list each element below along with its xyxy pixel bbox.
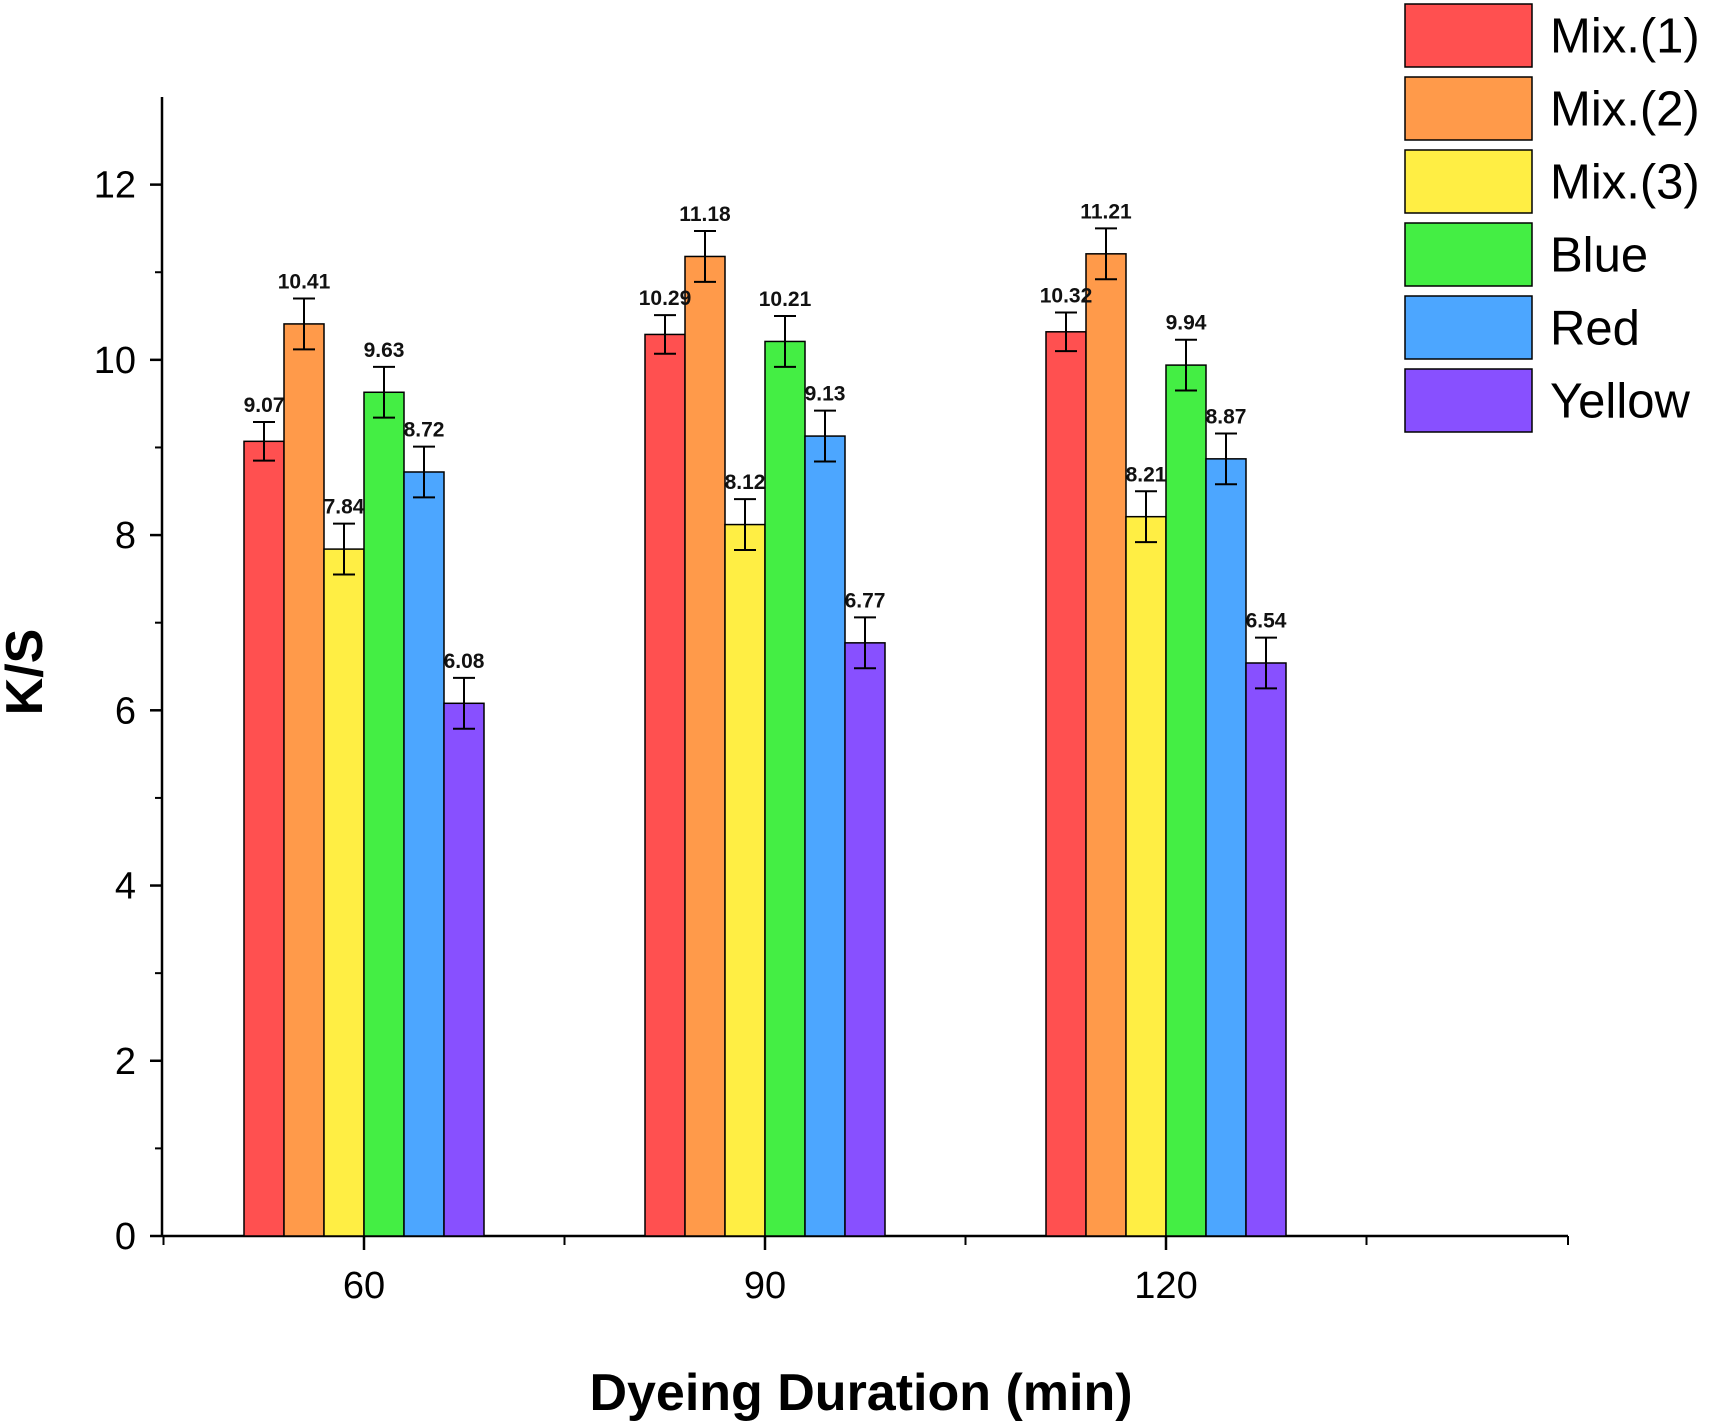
data-label: 10.21: [759, 288, 812, 311]
y-tick-label: 0: [115, 1216, 136, 1258]
bar: [1165, 364, 1207, 1237]
bar: [804, 435, 846, 1237]
data-label: 9.13: [805, 383, 846, 406]
legend-label: Yellow: [1550, 375, 1690, 429]
data-label: 8.87: [1206, 405, 1247, 428]
y-tick-label: 12: [94, 165, 136, 207]
legend-label: Mix.(2): [1550, 83, 1700, 137]
bar: [844, 642, 886, 1237]
y-axis-title: K/S: [0, 629, 54, 716]
data-label: 8.21: [1126, 463, 1167, 486]
legend-swatch: [1404, 368, 1533, 433]
bar: [363, 391, 405, 1237]
bar: [1045, 331, 1087, 1237]
data-label: 6.54: [1246, 610, 1287, 633]
bar: [764, 340, 806, 1237]
x-tick-label: 90: [744, 1265, 786, 1307]
legend-swatch: [1404, 149, 1533, 214]
bar: [323, 548, 365, 1237]
data-label: 6.08: [444, 650, 485, 673]
bar: [403, 471, 445, 1237]
legend-label: Red: [1550, 302, 1640, 356]
x-tick-label: 60: [343, 1265, 385, 1307]
data-labels: 9.07 10.29 10.32 10.41 11.18 11.21 7.84 8.12 8.2…: [244, 200, 1287, 672]
data-label: 9.94: [1166, 312, 1207, 335]
data-label: 11.21: [1080, 200, 1132, 223]
bar: [1245, 662, 1287, 1237]
y-tick-label: 2: [115, 1041, 136, 1083]
legend: Mix.(1) Mix.(2) Mix.(3) Blue Red Yellow: [1404, 3, 1700, 433]
legend-swatch: [1404, 3, 1533, 68]
data-label: 10.41: [278, 271, 331, 294]
bar: [1205, 458, 1247, 1237]
bar: [724, 523, 766, 1237]
legend-label: Mix.(3): [1550, 156, 1700, 210]
data-label: 9.07: [244, 394, 285, 417]
data-label: 11.18: [679, 203, 731, 226]
y-tick-label: 8: [115, 515, 136, 557]
bars: [243, 227, 1287, 1237]
data-label: 8.12: [725, 471, 766, 494]
x-axis-title: Dyeing Duration (min): [589, 1364, 1132, 1422]
data-label: 8.72: [404, 419, 445, 442]
data-label: 9.63: [364, 339, 405, 362]
bar: [243, 440, 285, 1237]
data-label: 10.32: [1040, 285, 1093, 308]
legend-label: Blue: [1550, 229, 1648, 283]
bar: [1125, 515, 1167, 1237]
bar: [443, 702, 485, 1237]
bar: [644, 333, 686, 1237]
data-label: 10.29: [639, 287, 692, 310]
bar: [1085, 253, 1127, 1237]
legend-label: Mix.(1): [1550, 10, 1700, 64]
y-tick-label: 4: [115, 866, 136, 908]
x-tick-label: 120: [1134, 1265, 1197, 1307]
legend-swatch: [1404, 222, 1533, 287]
y-tick-label: 10: [94, 340, 136, 382]
y-tick-label: 6: [115, 690, 136, 732]
bar: [684, 255, 726, 1237]
legend-swatch: [1404, 295, 1533, 360]
bar: [283, 323, 325, 1237]
data-label: 7.84: [324, 496, 365, 519]
data-label: 6.77: [845, 589, 886, 612]
legend-swatch: [1404, 76, 1533, 141]
